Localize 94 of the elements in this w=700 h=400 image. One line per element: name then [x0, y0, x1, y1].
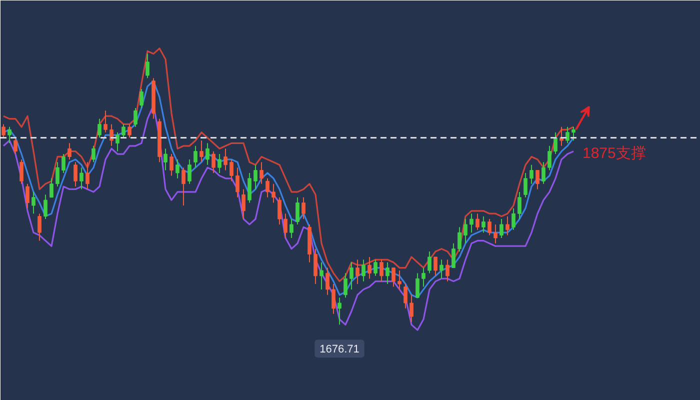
candlestick: [572, 126, 576, 141]
candlestick: [110, 124, 114, 146]
candlestick: [122, 124, 126, 138]
candlestick: [338, 297, 342, 326]
candlestick: [26, 183, 30, 209]
candlestick: [542, 162, 546, 184]
candlestick: [374, 259, 378, 276]
candlestick: [86, 162, 90, 190]
candlestick: [74, 162, 78, 188]
candlestick: [8, 126, 12, 144]
candlestick: [452, 242, 456, 268]
candlestick: [182, 167, 186, 206]
candlestick: [104, 110, 108, 133]
candlestick: [230, 158, 234, 182]
candlestick: [62, 154, 66, 174]
candlestick: [494, 224, 498, 244]
candlestick: [188, 158, 192, 184]
candlestick: [362, 259, 366, 282]
candlestick: [140, 88, 144, 108]
candlestick: [302, 196, 306, 220]
candlestick: [440, 259, 444, 280]
candlestick: [56, 162, 60, 188]
candlestick: [332, 284, 336, 314]
candlestick: [38, 213, 42, 242]
candlestick: [128, 124, 132, 138]
candlestick: [80, 167, 84, 190]
candlestick: [434, 256, 438, 276]
candlestick: [260, 162, 264, 184]
annotation: 1676.71: [320, 344, 360, 356]
candlestick: [524, 172, 528, 198]
candlestick: [368, 256, 372, 280]
candlestick: [98, 118, 102, 138]
candlestick: [50, 178, 54, 198]
candlestick: [404, 284, 408, 309]
candlestick: [284, 213, 288, 238]
candlestick: [446, 259, 450, 282]
candlestick: [530, 164, 534, 184]
candlestick: [206, 142, 210, 166]
candlestick: [500, 218, 504, 238]
candlestick: [278, 196, 282, 225]
candlestick: [566, 126, 570, 144]
candlestick: [344, 272, 348, 298]
candlestick: [164, 148, 168, 171]
candlestick: [392, 267, 396, 288]
candlestick: [482, 216, 486, 234]
candlestick: [386, 262, 390, 285]
candlestick: [248, 172, 252, 204]
candlestick: [290, 218, 294, 238]
candlestick: [194, 145, 198, 168]
candlestick: [68, 142, 72, 160]
candlestick: [14, 137, 18, 155]
candlestick: [170, 154, 174, 176]
candlestick: [422, 267, 426, 288]
candlestick: [416, 272, 420, 298]
candlestick: [548, 145, 552, 171]
candlestick: [554, 132, 558, 155]
candlestick: [380, 259, 384, 282]
candlestick: [488, 218, 492, 236]
candlestick: [254, 164, 258, 190]
ref-line-label: 1875支撑: [582, 144, 646, 162]
candlestick: [134, 107, 138, 128]
candlestick: [320, 262, 324, 290]
candlestick: [218, 154, 222, 174]
candlestick: [506, 216, 510, 236]
candlestick: [266, 178, 270, 198]
candlestick: [398, 270, 402, 290]
candlestick: [212, 150, 216, 174]
candlestick: [200, 140, 204, 163]
candlestick: [464, 218, 468, 244]
candlestick: [512, 208, 516, 230]
candlestick: [518, 191, 522, 220]
candlestick: [470, 213, 474, 234]
candlestick: [224, 148, 228, 171]
candlestick: [44, 194, 48, 220]
candlestick: [116, 132, 120, 152]
candlestick: [2, 124, 6, 138]
candlestick: [326, 267, 330, 296]
candlestick: [350, 262, 354, 290]
candlestick: [146, 53, 150, 79]
candlestick: [314, 248, 318, 285]
candlestick: [272, 183, 276, 204]
candlestick: [176, 158, 180, 179]
candlestick: [32, 191, 36, 214]
candlestick: [296, 196, 300, 225]
candlestick: [536, 170, 540, 190]
candlestick: [20, 158, 24, 184]
candlestick: [236, 167, 240, 198]
candlestick: [428, 251, 432, 274]
candlestick: [410, 294, 414, 322]
candlestick: [458, 226, 462, 252]
candlestick: [242, 188, 246, 220]
candlestick: [92, 145, 96, 163]
candlestick: [356, 259, 360, 285]
candlestick: [476, 213, 480, 230]
